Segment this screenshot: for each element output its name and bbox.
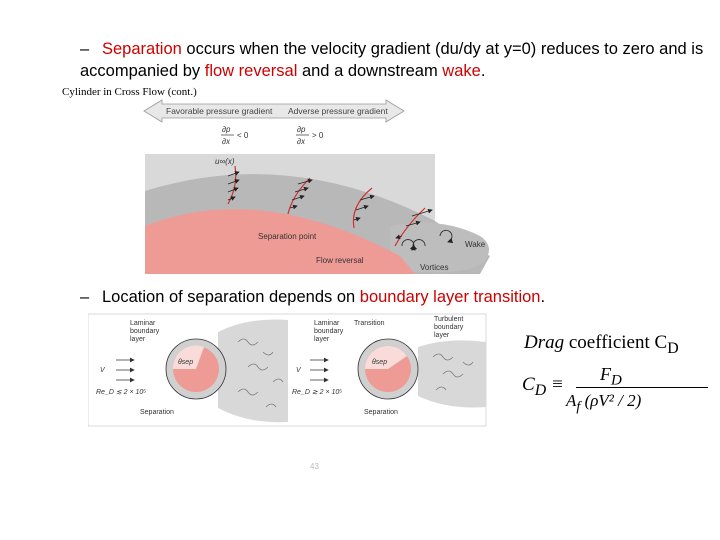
dynamic-pressure: (ρV² / 2) bbox=[580, 391, 642, 410]
turbulent-v-label: V bbox=[296, 367, 302, 374]
bullet-dash: – bbox=[80, 288, 90, 306]
turbulent-theta-sector bbox=[364, 345, 407, 369]
velocity-profile-2 bbox=[287, 177, 313, 215]
laminar-wake-eddies bbox=[237, 338, 284, 408]
dx-label-right: ∂x bbox=[297, 137, 306, 146]
area-symbol: A bbox=[566, 391, 577, 410]
formula-numerator: FD bbox=[600, 364, 622, 390]
turbulent-laminar-1: Laminar bbox=[314, 320, 340, 327]
less-than-zero: < 0 bbox=[237, 131, 249, 140]
velocity-profile-4 bbox=[394, 207, 433, 247]
turbulent-label-2: boundary bbox=[434, 324, 464, 331]
term-flow-reversal: flow reversal bbox=[204, 62, 298, 80]
turbulent-wake-eddies bbox=[432, 353, 474, 391]
turbulent-label-3: layer bbox=[434, 332, 450, 339]
laminar-v-label: V bbox=[100, 367, 106, 374]
turbulent-label-1: Turbulent bbox=[434, 316, 463, 323]
dp-label-left: ∂p bbox=[222, 125, 231, 134]
bullet-separation: – Separation occurs when the velocity gra… bbox=[80, 38, 710, 82]
bullet-transition: – Location of separation depends on bound… bbox=[80, 286, 700, 308]
turbulent-theta: θsep bbox=[372, 359, 387, 366]
transition-label: Transition bbox=[354, 320, 385, 327]
page-number: 43 bbox=[310, 462, 319, 471]
u-infinity-label: u∞(x) bbox=[215, 157, 235, 166]
cd-subscript: D bbox=[534, 381, 547, 399]
coefficient-word: coefficient C bbox=[564, 332, 668, 353]
slide-title: Cylinder in Cross Flow (cont.) bbox=[62, 86, 197, 98]
term-separation: Separation bbox=[102, 40, 182, 58]
wake-region bbox=[390, 222, 489, 273]
separation-point-label: Separation point bbox=[258, 232, 317, 241]
force-symbol: F bbox=[600, 364, 611, 384]
term-wake: wake bbox=[442, 62, 481, 80]
adverse-gradient-label: Adverse pressure gradient bbox=[288, 106, 388, 116]
curved-surface bbox=[145, 209, 415, 274]
cylinder-separation-figure: θsep Laminar boundary layer V Re_D ≲ 2 ×… bbox=[88, 313, 487, 427]
equiv-symbol: ≡ bbox=[550, 374, 564, 395]
dp-label-right: ∂p bbox=[297, 125, 306, 134]
turbulent-laminar-2: boundary bbox=[314, 328, 344, 335]
term-boundary-layer-transition: boundary layer transition bbox=[359, 288, 541, 306]
pressure-gradient-arrow bbox=[143, 99, 405, 123]
laminar-label-3: layer bbox=[130, 336, 146, 343]
drag-coefficient-title: Drag coefficient CD bbox=[524, 332, 679, 358]
laminar-inflow-arrows bbox=[116, 357, 135, 383]
turbulent-wake bbox=[418, 340, 486, 408]
turbulent-laminar-3: layer bbox=[314, 336, 330, 343]
velocity-profile-1 bbox=[227, 165, 240, 205]
flow-reversal-label: Flow reversal bbox=[316, 256, 364, 265]
bullet2-text-a: Location of separation depends on bbox=[102, 288, 360, 306]
drag-coefficient-formula: Drag coefficient CD CD ≡ FD Af (ρV² / 2) bbox=[520, 332, 710, 422]
vortex-symbols bbox=[401, 229, 454, 251]
laminar-label-2: boundary bbox=[130, 328, 160, 335]
laminar-re-label: Re_D ≲ 2 × 10⁵ bbox=[96, 389, 146, 396]
title-subscript: D bbox=[667, 339, 679, 357]
velocity-profile-3 bbox=[352, 187, 375, 229]
force-subscript: D bbox=[611, 372, 622, 389]
bullet1-period: . bbox=[480, 62, 486, 80]
bullet1-text-a: occurs when the velocity gradient (du/dy… bbox=[80, 40, 704, 80]
favorable-gradient-label: Favorable pressure gradient bbox=[166, 106, 273, 116]
turbulent-panel: θsep Laminar boundary layer Transition T… bbox=[292, 316, 486, 416]
cd-symbol: C bbox=[522, 374, 535, 395]
wake-label: Wake bbox=[465, 240, 486, 249]
separation-figure: Favorable pressure gradient Adverse pres… bbox=[143, 99, 490, 274]
bullet1-text-b: and a downstream bbox=[297, 62, 443, 80]
turbulent-separation-label: Separation bbox=[364, 409, 398, 416]
laminar-wake bbox=[218, 319, 288, 423]
vortices-label: Vortices bbox=[420, 263, 448, 272]
laminar-theta-sector bbox=[172, 345, 204, 369]
turbulent-inflow-arrows bbox=[310, 357, 329, 383]
laminar-panel: θsep Laminar boundary layer V Re_D ≲ 2 ×… bbox=[96, 319, 288, 423]
formula-denominator: Af (ρV² / 2) bbox=[566, 391, 641, 415]
bullet-dash: – bbox=[80, 40, 90, 58]
area-subscript: f bbox=[576, 398, 581, 415]
laminar-separation-label: Separation bbox=[140, 409, 174, 416]
formula-lhs: CD ≡ bbox=[522, 374, 564, 400]
dx-label-left: ∂x bbox=[222, 137, 231, 146]
turbulent-re-label: Re_D ≳ 2 × 10⁵ bbox=[292, 389, 342, 396]
laminar-theta: θsep bbox=[178, 359, 193, 366]
laminar-label-1: Laminar bbox=[130, 320, 156, 327]
bullet2-period: . bbox=[540, 288, 546, 306]
fraction-bar bbox=[576, 387, 708, 388]
drag-word: Drag bbox=[524, 332, 565, 353]
greater-than-zero: > 0 bbox=[312, 131, 324, 140]
